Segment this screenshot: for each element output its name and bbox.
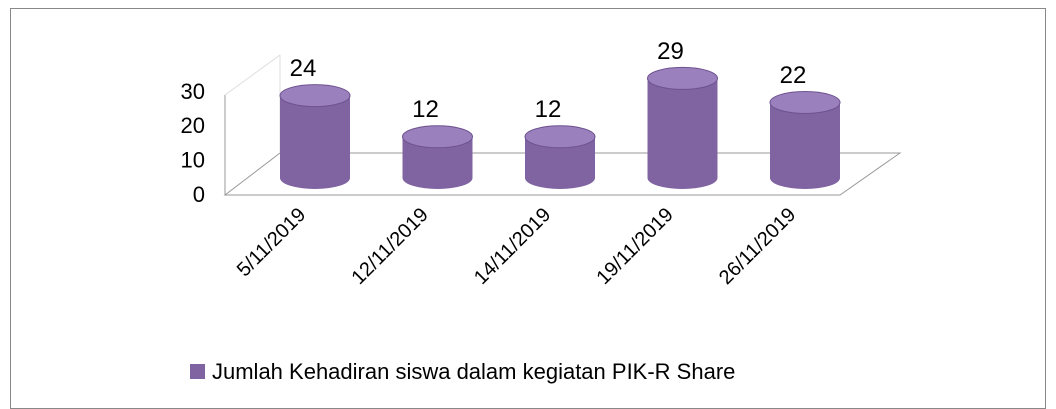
- bar-top: [647, 66, 718, 90]
- data-label: 24: [290, 55, 317, 82]
- bar: [647, 78, 718, 178]
- y-tick-label: 10: [181, 147, 205, 172]
- y-tick-label: 0: [193, 182, 205, 207]
- y-tick-label: 20: [181, 113, 205, 138]
- data-label: 22: [780, 62, 807, 89]
- bar-top: [279, 84, 351, 108]
- wall: [224, 54, 281, 96]
- bar-top: [524, 125, 596, 149]
- bar: [770, 102, 840, 178]
- legend-swatch: [190, 364, 205, 379]
- floor: [223, 152, 902, 196]
- bar: [280, 95, 350, 178]
- bar-top: [402, 125, 473, 149]
- data-label: 12: [412, 96, 439, 123]
- data-label: 29: [657, 38, 684, 65]
- data-label: 12: [535, 96, 562, 123]
- y-tick-label: 30: [181, 79, 205, 104]
- legend-label: Jumlah Kehadiran siswa dalam kegiatan PI…: [212, 359, 735, 384]
- chart-border: [10, 8, 1046, 409]
- bar-top: [769, 90, 841, 114]
